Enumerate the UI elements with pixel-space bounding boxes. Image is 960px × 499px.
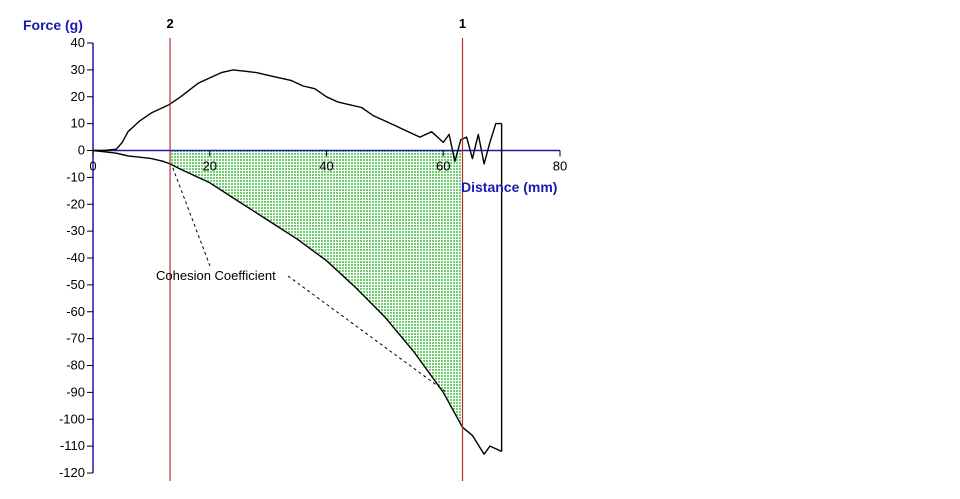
curve-layer bbox=[92, 69, 503, 455]
y-axis-label: Force (g) bbox=[23, 17, 83, 33]
y-tick-label: 40 bbox=[71, 35, 85, 50]
y-tick-label: -10 bbox=[66, 169, 85, 184]
marker-label: 1 bbox=[459, 16, 466, 31]
y-tick-label: -80 bbox=[66, 358, 85, 373]
x-tick-label: 80 bbox=[553, 159, 567, 174]
y-tick-label: -120 bbox=[59, 465, 85, 480]
y-tick-label: 20 bbox=[71, 89, 85, 104]
y-tick-label: -110 bbox=[60, 438, 85, 453]
y-tick-label: 10 bbox=[71, 116, 85, 131]
series-line bbox=[93, 69, 502, 165]
y-tick-label: -20 bbox=[66, 196, 85, 211]
area-fill-layer bbox=[170, 150, 463, 428]
y-tick-label: -70 bbox=[66, 331, 85, 346]
marker-label: 2 bbox=[166, 16, 173, 31]
y-tick-label: -50 bbox=[66, 277, 85, 292]
axes-layer: 40 30 20 10 0 -10 -20 -30 -40 -50 -60 -70 -80 -90 -100… bbox=[59, 35, 567, 480]
annotation-label: Cohesion Coefficient bbox=[156, 268, 276, 283]
y-tick-label: 30 bbox=[71, 62, 85, 77]
x-axis-label: Distance (mm) bbox=[461, 179, 557, 195]
y-tick-label: -60 bbox=[66, 304, 85, 319]
series-line bbox=[92, 149, 502, 455]
annotation-layer bbox=[171, 165, 447, 393]
x-tick-label: 40 bbox=[319, 159, 333, 174]
y-tick-label: -90 bbox=[66, 384, 85, 399]
x-tick-label: 20 bbox=[203, 159, 217, 174]
x-tick-label: 0 bbox=[89, 159, 96, 174]
y-tick-label: -30 bbox=[66, 223, 85, 238]
y-tick-label: -100 bbox=[59, 411, 85, 426]
x-tick-label: 60 bbox=[436, 159, 450, 174]
y-tick-label: 0 bbox=[78, 143, 85, 158]
cohesion-area bbox=[170, 150, 463, 428]
y-tick-label: -40 bbox=[66, 250, 85, 265]
annotation-leader bbox=[287, 275, 447, 393]
